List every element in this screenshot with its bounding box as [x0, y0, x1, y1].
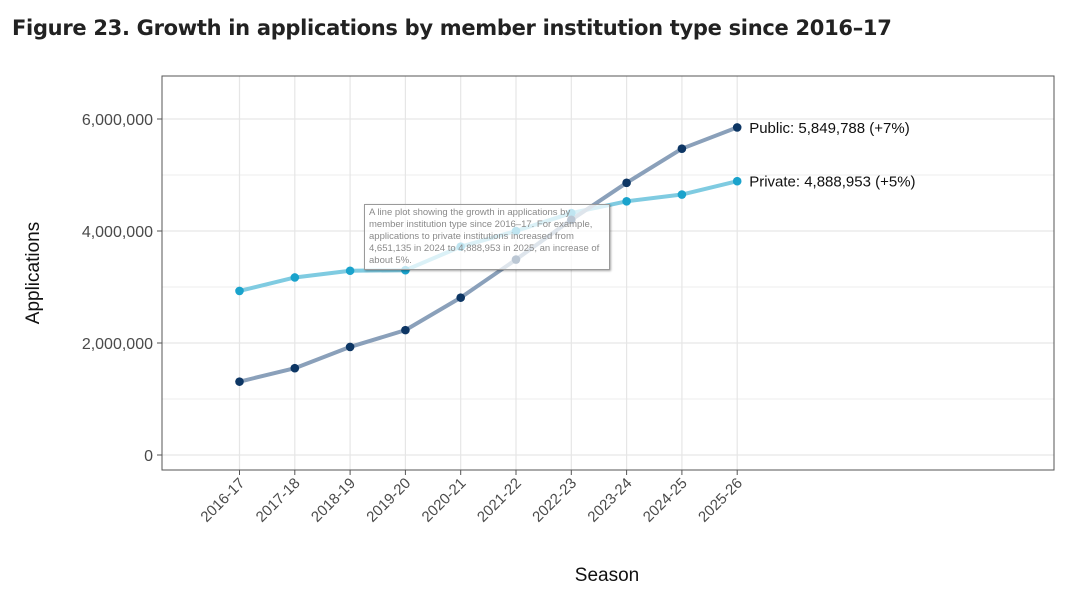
y-axis: 0 2,000,000 4,000,000 6,000,000 [82, 112, 162, 465]
x-axis: 2016-17 2017-18 2018-19 2019-20 2020-21 2021-… [197, 470, 746, 526]
data-point-public[interactable] [345, 342, 355, 352]
x-tick-label: 2025-26 [695, 475, 746, 526]
y-tick-label: 0 [144, 448, 153, 465]
x-axis-title: Season [575, 565, 639, 586]
y-axis-title: Applications [23, 222, 44, 324]
label-layer: Private: 4,888,953 (+5%) Public: 5,849,78… [749, 120, 915, 191]
data-point-public[interactable] [235, 377, 244, 386]
data-point-public[interactable] [677, 144, 687, 153]
x-tick-label: 2022-23 [529, 475, 580, 526]
x-tick-label: 2019-20 [363, 475, 414, 526]
y-tick-label: 6,000,000 [82, 112, 153, 129]
series-line-public [237, 125, 740, 384]
data-point-public[interactable] [401, 325, 410, 335]
data-point-public[interactable] [622, 178, 631, 188]
data-point-private[interactable] [290, 273, 300, 282]
x-tick-label: 2017-18 [253, 475, 304, 526]
data-point-public[interactable] [456, 293, 466, 302]
y-tick-label: 2,000,000 [82, 336, 153, 353]
data-point-private[interactable] [732, 176, 742, 186]
x-tick-label: 2024-25 [640, 475, 691, 526]
x-tick-label: 2016-17 [197, 475, 248, 526]
data-point-private[interactable] [622, 197, 631, 206]
figure-title: Figure 23. Growth in applications by mem… [12, 16, 892, 40]
data-point-private[interactable] [235, 286, 244, 296]
x-tick-label: 2023-24 [584, 475, 635, 526]
y-tick-label: 4,000,000 [82, 224, 153, 241]
data-point-private[interactable] [677, 190, 687, 199]
chart-tooltip: A line plot showing the growth in applic… [364, 204, 610, 270]
end-label-private: Private: 4,888,953 (+5%) [749, 174, 915, 191]
data-point-private[interactable] [345, 266, 355, 276]
x-tick-label: 2021-22 [474, 475, 525, 526]
data-point-public[interactable] [290, 363, 300, 373]
end-label-public: Public: 5,849,788 (+7%) [749, 120, 910, 137]
data-point-public[interactable] [732, 123, 742, 132]
x-tick-label: 2020-21 [419, 475, 470, 526]
plot-panel-border [161, 75, 1055, 471]
x-tick-label: 2018-19 [308, 475, 359, 526]
grid-layer [162, 76, 1054, 470]
